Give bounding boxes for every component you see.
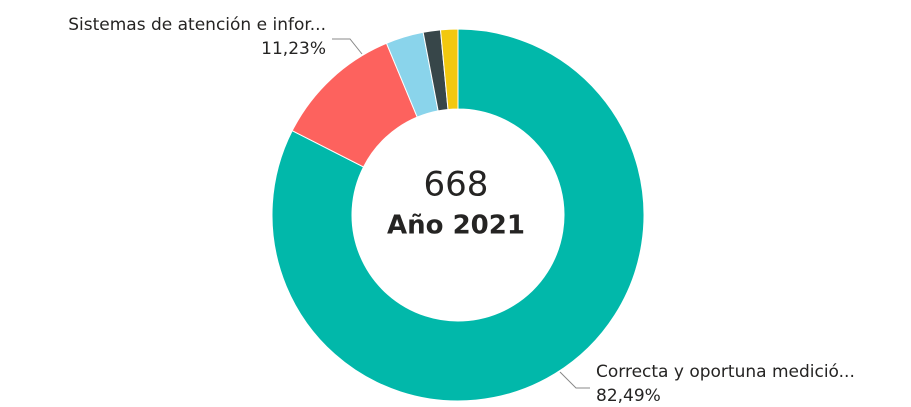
donut-slice — [439, 28, 459, 111]
value-label: 82,49% — [596, 386, 661, 406]
category-label: Correcta y oportuna medició... — [596, 362, 855, 382]
value-label: 11,23% — [261, 39, 326, 59]
category-label: Sistemas de atención e infor... — [68, 15, 326, 35]
donut-slice — [271, 28, 645, 402]
leader-line — [332, 38, 363, 55]
center-label: Año 2021 — [387, 211, 525, 241]
leader-line — [559, 371, 590, 389]
center-value: 668 — [424, 165, 489, 205]
